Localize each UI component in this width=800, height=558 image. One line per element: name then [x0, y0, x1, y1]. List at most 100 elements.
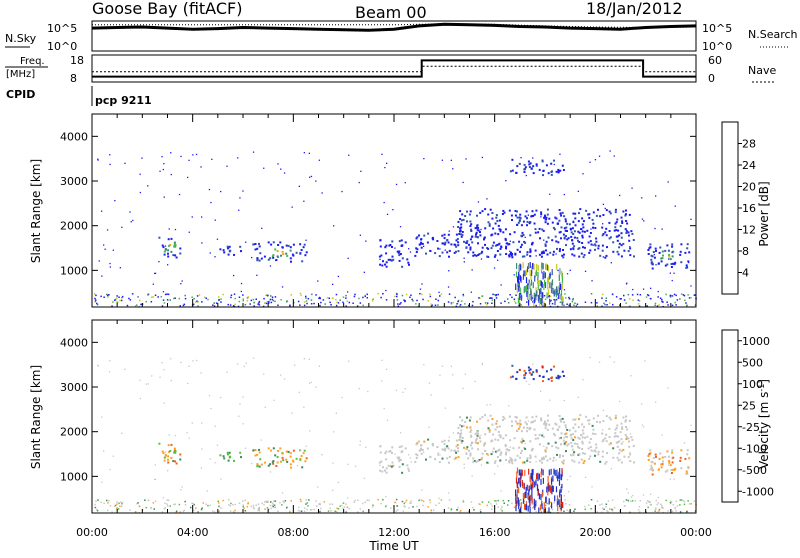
- clutter-point: [271, 502, 274, 504]
- clutter-point: [601, 293, 604, 296]
- data-point: [571, 242, 574, 245]
- streak-point: [562, 502, 564, 509]
- data-point: [277, 450, 280, 452]
- data-point: [559, 436, 562, 439]
- data-point: [415, 453, 418, 456]
- data-point: [510, 457, 512, 460]
- sparse-point: [347, 497, 349, 499]
- clutter-point: [134, 305, 137, 307]
- streak-point: [554, 299, 556, 306]
- streak-point: [527, 494, 529, 500]
- data-point: [421, 242, 424, 245]
- clutter-point: [568, 304, 570, 307]
- sparse-point: [333, 431, 335, 433]
- clutter-point: [526, 301, 528, 303]
- sparse-point: [441, 159, 443, 161]
- clutter-point: [409, 296, 411, 298]
- sparse-point: [563, 289, 566, 291]
- data-point: [605, 460, 608, 463]
- data-point: [525, 210, 528, 213]
- data-point: [573, 236, 576, 239]
- data-point: [541, 365, 544, 368]
- nave-series: [92, 65, 696, 73]
- data-point: [504, 237, 507, 240]
- clutter-point: [486, 504, 488, 507]
- clutter-point: [108, 294, 110, 296]
- clutter-point: [468, 510, 470, 513]
- data-point: [527, 160, 530, 163]
- data-point: [568, 223, 571, 226]
- streak-point: [539, 297, 542, 304]
- clutter-point: [416, 299, 418, 302]
- sparse-point: [310, 175, 313, 178]
- streak-point: [527, 283, 529, 290]
- data-point: [670, 266, 673, 268]
- clutter-point: [464, 303, 466, 305]
- data-point: [671, 468, 674, 471]
- clutter-point: [96, 302, 98, 305]
- clutter-point: [96, 303, 99, 306]
- data-point: [591, 424, 594, 427]
- sparse-point: [629, 452, 631, 454]
- data-point: [524, 168, 526, 170]
- streak-point: [523, 482, 525, 489]
- clutter-point: [232, 305, 235, 307]
- clutter-point: [220, 301, 222, 303]
- sparse-point: [109, 163, 111, 166]
- data-point: [595, 214, 598, 217]
- data-point: [453, 457, 456, 460]
- y-tick-label: 2000: [60, 426, 88, 439]
- clutter-point: [107, 509, 109, 512]
- data-point: [509, 233, 512, 236]
- data-point: [588, 251, 591, 254]
- nave-right-tick-bottom: 0: [708, 72, 715, 85]
- clutter-point: [115, 301, 118, 303]
- clutter-point: [153, 508, 155, 510]
- data-point: [489, 414, 492, 417]
- sparse-point: [409, 251, 412, 253]
- data-point: [546, 459, 549, 462]
- data-point: [599, 254, 602, 257]
- data-point: [442, 448, 445, 451]
- streak-point: [545, 263, 547, 270]
- sparse-point: [500, 490, 502, 492]
- streak-point: [529, 294, 531, 301]
- clutter-point: [395, 510, 398, 512]
- sparse-point: [525, 380, 527, 383]
- sparse-point: [318, 159, 320, 161]
- clutter-point: [95, 294, 97, 297]
- clutter-point: [269, 298, 272, 301]
- streak-point: [517, 277, 519, 284]
- data-point: [492, 241, 495, 244]
- clutter-point: [103, 502, 105, 504]
- clutter-point: [584, 505, 586, 508]
- clutter-point: [604, 303, 606, 306]
- colorbar-tick-label: 500: [742, 356, 763, 369]
- clutter-point: [238, 502, 241, 504]
- data-point: [660, 466, 663, 469]
- sparse-point: [688, 261, 690, 264]
- clutter-point: [665, 499, 667, 502]
- sparse-point: [667, 181, 669, 183]
- streak-point: [525, 504, 528, 511]
- streak-point: [561, 283, 563, 290]
- sparse-point: [263, 167, 265, 169]
- data-point: [256, 453, 259, 456]
- clutter-point: [403, 299, 405, 301]
- data-point: [594, 433, 597, 435]
- streak-point: [555, 291, 557, 298]
- clutter-point: [511, 502, 513, 505]
- clutter-point: [147, 499, 150, 502]
- clutter-point: [395, 498, 398, 501]
- streak-point: [531, 270, 533, 276]
- clutter-point: [450, 509, 453, 511]
- sparse-point: [619, 458, 621, 461]
- data-point: [673, 263, 676, 266]
- clutter-point: [671, 510, 674, 513]
- x-tick-label: 16:00: [479, 526, 511, 539]
- data-point: [406, 258, 409, 261]
- data-point: [281, 246, 284, 249]
- clutter-point: [637, 299, 640, 301]
- data-point: [655, 249, 657, 252]
- clutter-point: [495, 503, 498, 505]
